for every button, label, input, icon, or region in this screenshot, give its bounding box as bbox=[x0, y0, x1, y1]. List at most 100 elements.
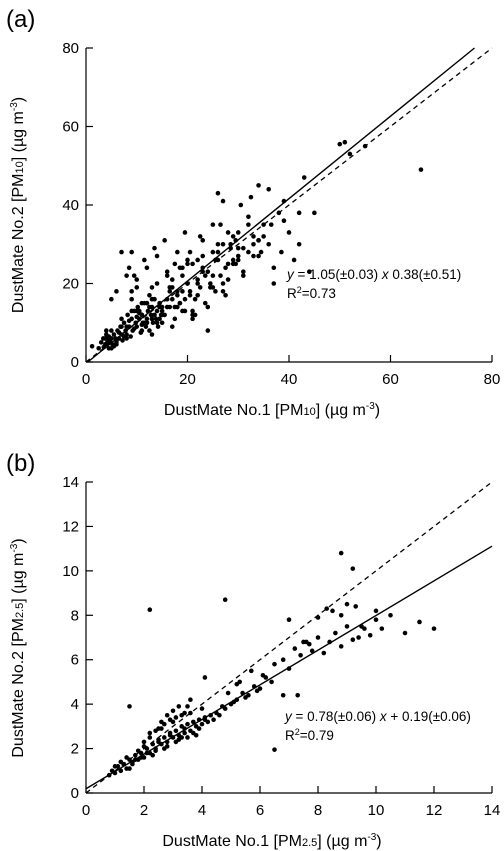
panel-a-data-point bbox=[109, 336, 114, 341]
panel-a-data-point bbox=[235, 230, 241, 235]
panel-a-data-point bbox=[125, 312, 130, 318]
panel-a-ylabel-main: DustMate No.2 [PM bbox=[10, 173, 27, 313]
panel-a-data-point bbox=[192, 296, 198, 302]
panel-b-data-point bbox=[315, 635, 321, 640]
panel-a-equation-y: y bbox=[286, 267, 295, 282]
panel-a-data-point bbox=[143, 324, 149, 329]
panel-b-data-point bbox=[338, 644, 344, 649]
panel-b-y-tick-label: 2 bbox=[71, 741, 79, 758]
panel-a-data-point bbox=[271, 281, 277, 286]
panel-b-y-tick-label: 14 bbox=[62, 474, 79, 491]
panel-a-data-point bbox=[116, 330, 122, 335]
panel-a-x-tick-label: 60 bbox=[382, 371, 399, 388]
panel-b-data-point bbox=[333, 630, 338, 636]
panel-a-data-point bbox=[197, 285, 203, 290]
panel-b-data-point bbox=[225, 690, 231, 696]
panel-a-data-point bbox=[126, 318, 132, 324]
panel-a-data-point bbox=[235, 253, 241, 259]
panel-a-axes: 0 20 40 60 80 0 20 40 60 80 bbox=[62, 40, 500, 388]
panel-a-data-point bbox=[225, 261, 231, 267]
panel-a-data-point bbox=[337, 141, 343, 147]
panel-b-data-point bbox=[176, 704, 182, 709]
panel-b-data-point bbox=[280, 692, 286, 698]
panel-a-data-point bbox=[144, 300, 150, 306]
panel-b-r2-label: R bbox=[285, 728, 295, 743]
panel-b-data-point bbox=[147, 735, 153, 740]
panel-b-data-point bbox=[338, 612, 344, 618]
panel-a-data-point bbox=[154, 253, 160, 259]
panel-a-data-point bbox=[98, 340, 104, 345]
panel-a-data-point bbox=[169, 324, 175, 329]
panel-a-data-point bbox=[286, 230, 292, 235]
panel-a-data-point bbox=[202, 273, 208, 278]
panel-a-data-point bbox=[106, 345, 112, 351]
panel-b-data-point bbox=[402, 630, 408, 636]
panel-a-data-point bbox=[251, 234, 256, 239]
panel-a-data-point bbox=[169, 277, 175, 282]
panel-b-x-tick-label: 14 bbox=[484, 802, 501, 819]
panel-a-data-point bbox=[291, 257, 297, 263]
panel-b-data-point bbox=[330, 608, 335, 614]
panel-a-data-point bbox=[218, 273, 223, 278]
panel-a-data-point bbox=[175, 249, 180, 255]
panel-b-data-point bbox=[295, 692, 301, 698]
panel-b-data-point bbox=[211, 717, 216, 722]
panel-b-data-point bbox=[431, 626, 437, 631]
panel-b-equation-x: x bbox=[379, 709, 388, 724]
panel-a-data-point bbox=[159, 312, 165, 318]
panel-b-data-point bbox=[222, 597, 228, 603]
panel-b-equation: y = 0.78(±0.06) x + 0.19(±0.06) bbox=[284, 709, 471, 724]
panel-b-data-point bbox=[344, 601, 350, 607]
panel-a-data-point bbox=[104, 328, 109, 333]
panel-a-data-point bbox=[200, 253, 206, 259]
panel-a-data-point bbox=[233, 261, 239, 267]
panel-a-data-point bbox=[180, 265, 185, 271]
panel-a-xlabel-sup: -3 bbox=[366, 401, 375, 412]
panel-b-x-tick-label: 10 bbox=[368, 802, 385, 819]
panel-b-data-point bbox=[280, 657, 286, 663]
panel-a-data-point bbox=[235, 257, 241, 263]
panel-a-data-point bbox=[119, 249, 124, 255]
panel-a-data-point bbox=[200, 238, 206, 243]
panel-b-data-point bbox=[188, 697, 193, 702]
panel-a-data-point bbox=[114, 342, 119, 347]
panel-a-y-tick-label: 20 bbox=[62, 276, 79, 293]
panel-a-data-point bbox=[154, 308, 160, 314]
panel-b-data-point bbox=[292, 646, 298, 651]
panel-a-data-point bbox=[205, 328, 211, 333]
panel-a-data-point bbox=[120, 338, 125, 343]
panel-a-data-point bbox=[225, 230, 231, 235]
panel-b-data-point bbox=[124, 755, 129, 760]
panel-b-ylabel-sub: 2.5 bbox=[14, 603, 26, 618]
panel-a-data-point bbox=[241, 245, 246, 251]
panel-a-data-point bbox=[119, 324, 124, 329]
panel-a-data-point bbox=[235, 245, 241, 251]
panel-b-x-tick-label: 4 bbox=[198, 802, 206, 819]
panel-a-data-point bbox=[119, 316, 124, 322]
panel-a-data-point bbox=[248, 194, 254, 200]
panel-b-data-point bbox=[373, 608, 379, 614]
panel-b-data-point bbox=[298, 652, 303, 658]
panel-b-equation-slope: = 0.78(±0.06) bbox=[292, 709, 380, 724]
panel-a-data-point bbox=[205, 304, 211, 310]
panel-a-data-point bbox=[195, 257, 200, 263]
panel-a-data-point bbox=[215, 190, 221, 196]
panel-a-data-point bbox=[251, 241, 256, 247]
panel-a-data-point bbox=[131, 326, 137, 331]
panel-a-label: (a) bbox=[6, 6, 35, 33]
panel-b-data-point bbox=[353, 604, 359, 609]
panel-a-ylabel-sup: -3 bbox=[9, 102, 20, 111]
panel-b-data-point bbox=[185, 735, 190, 740]
panel-a-fit-line bbox=[87, 47, 475, 363]
panel-a-data-point bbox=[139, 322, 145, 328]
panel-a-xlabel-unit: ] (µg m bbox=[316, 402, 366, 419]
panel-b-y-axis-title: DustMate No.2 [PM2.5] (µg m-3) bbox=[9, 538, 27, 757]
panel-a-data-point bbox=[150, 320, 156, 326]
panel-a-data-point bbox=[210, 285, 216, 290]
panel-a-data-point bbox=[190, 261, 195, 267]
panel-a-one-to-one-line bbox=[85, 47, 493, 363]
panel-a-data-point bbox=[418, 167, 424, 172]
panel-b-data-point bbox=[243, 695, 248, 700]
panel-a-data-point bbox=[218, 222, 223, 227]
